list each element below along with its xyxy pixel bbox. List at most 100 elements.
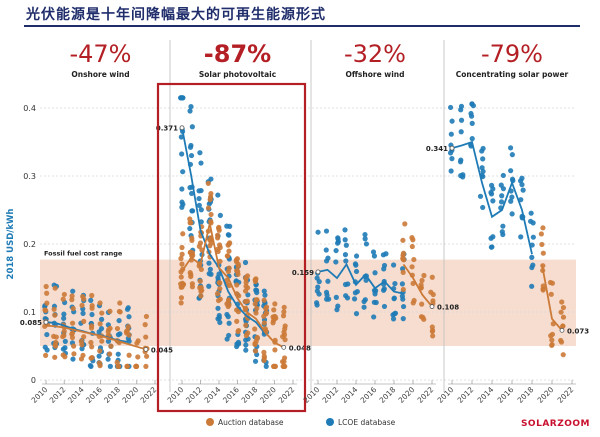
data-point [373, 288, 379, 294]
data-point [234, 341, 240, 347]
data-point [80, 310, 86, 316]
data-point [538, 231, 544, 237]
data-point [187, 216, 193, 222]
data-point [226, 241, 232, 247]
data-point [207, 243, 213, 249]
data-point [234, 282, 240, 288]
label-marker [429, 304, 435, 309]
data-point [458, 157, 464, 163]
x-tick-label: 2010 [30, 385, 50, 405]
data-point [179, 251, 185, 257]
data-point [411, 256, 417, 263]
data-point [390, 316, 397, 322]
data-point [420, 314, 426, 320]
data-point [226, 232, 232, 238]
data-point [70, 356, 76, 362]
data-point [560, 352, 566, 358]
data-point [470, 103, 477, 109]
data-point [540, 287, 546, 293]
data-point [383, 251, 389, 257]
data-point [469, 120, 475, 126]
x-tick-label: 2016 [496, 385, 516, 405]
data-point [362, 231, 368, 238]
data-point [197, 150, 203, 156]
x-tick-label: 2018 [516, 385, 536, 405]
data-point [342, 252, 349, 258]
data-point [44, 290, 50, 296]
data-point [253, 287, 259, 293]
y-tick-label: 0 [31, 376, 36, 385]
data-point [548, 291, 554, 297]
data-point [180, 281, 187, 287]
data-point [53, 334, 59, 340]
data-point [188, 273, 194, 280]
data-point [353, 268, 360, 275]
data-point [315, 229, 321, 235]
highlight-box [156, 82, 307, 413]
data-point [498, 199, 505, 205]
data-point [187, 185, 193, 191]
label-marker [559, 327, 565, 333]
data-point [227, 223, 233, 229]
data-point [99, 316, 105, 322]
heading-rule [24, 25, 580, 27]
data-point [196, 188, 202, 194]
data-point [178, 300, 184, 306]
data-point [281, 304, 287, 310]
data-point [499, 193, 505, 199]
x-tick-label: 2020 [258, 385, 278, 405]
data-point [488, 244, 495, 250]
value-label: 0.073 [567, 327, 589, 335]
legend-swatch-lcoe [326, 418, 334, 426]
data-point [187, 108, 193, 114]
data-point [509, 211, 515, 217]
data-point [142, 322, 148, 328]
x-tick-label: 2012 [48, 385, 68, 405]
y-tick-label: 0.3 [23, 172, 36, 181]
data-point [323, 228, 330, 234]
data-point [44, 300, 50, 306]
data-point [363, 241, 370, 247]
x-tick-label: 2022 [556, 385, 576, 405]
panel-change-2: -32% [344, 40, 406, 68]
panel-change-1: -87% [204, 40, 271, 68]
y-tick-label: 0.2 [23, 240, 36, 249]
data-point [480, 204, 486, 211]
data-point [116, 308, 123, 315]
data-point [105, 356, 111, 362]
data-point [43, 352, 49, 358]
data-point [71, 343, 77, 349]
data-point [115, 332, 122, 338]
data-point [243, 283, 249, 289]
data-point [242, 259, 249, 266]
data-point [180, 201, 186, 207]
data-point [280, 313, 287, 319]
data-point [488, 191, 495, 197]
data-point [549, 342, 555, 348]
data-point [381, 303, 388, 310]
data-point [198, 285, 204, 291]
data-point [469, 136, 475, 142]
data-point [197, 240, 204, 246]
x-tick-label: 2014 [476, 385, 496, 405]
data-point [198, 293, 204, 299]
data-point [263, 304, 270, 310]
data-point [362, 236, 368, 242]
x-tick-label: 2012 [456, 385, 476, 405]
data-point [517, 178, 524, 184]
data-point [490, 234, 496, 240]
label-marker [315, 269, 321, 275]
data-point [187, 269, 193, 276]
data-point [334, 240, 341, 246]
data-point [196, 195, 202, 202]
panel-change-0: -47% [69, 40, 131, 68]
x-tick-label: 2010 [436, 385, 456, 405]
data-point [560, 323, 566, 329]
data-point [80, 293, 86, 300]
value-label: 0.045 [151, 346, 173, 354]
data-point [243, 322, 249, 328]
data-point [97, 321, 103, 327]
data-point [216, 242, 223, 248]
data-point [243, 276, 249, 282]
data-point [60, 346, 66, 352]
